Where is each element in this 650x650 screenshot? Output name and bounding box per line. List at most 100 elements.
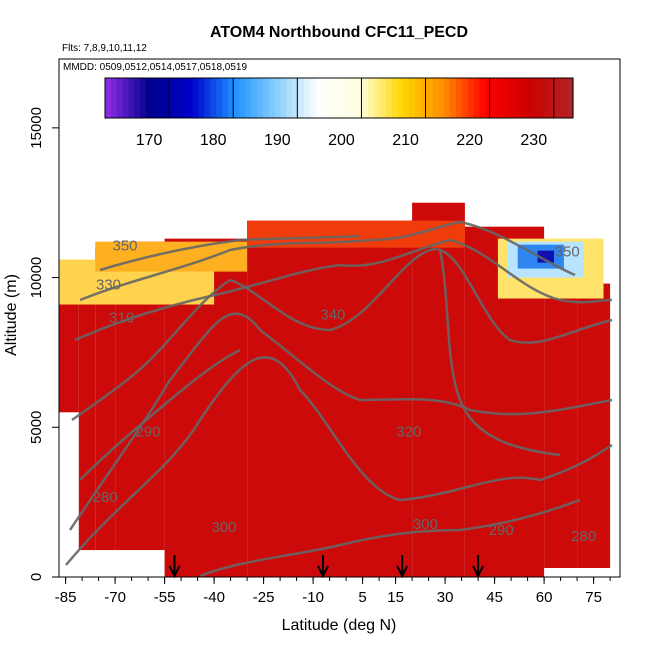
colorbar-cell-74 <box>537 78 545 118</box>
y-axis-label: Altitude (m) <box>3 274 20 356</box>
colorbar-cell-60 <box>456 78 463 118</box>
x-tick-label-10: 60 <box>536 589 553 606</box>
colorbar-cell-77 <box>555 78 562 118</box>
y-tick-label-1: 5000 <box>28 411 45 444</box>
colorbar-cell-41 <box>344 78 352 118</box>
colorbar-cell-3 <box>122 78 129 118</box>
colorbar-cell-29 <box>274 78 282 118</box>
x-axis: -85 -70 -55 -40 -25 -10 5 15 30 45 60 75 <box>55 577 611 606</box>
colorbar-tick-label-3: 200 <box>328 132 355 149</box>
colorbar-cell-9 <box>157 78 165 118</box>
colorbar-cell-70 <box>514 78 521 118</box>
colorbar-cell-30 <box>280 78 287 118</box>
colorbar-cell-33 <box>298 78 305 118</box>
colorbar-cell-45 <box>368 78 375 118</box>
colorbar-cell-72 <box>526 78 533 118</box>
colorbar-cell-65 <box>485 78 492 118</box>
x-tick-label-6: 5 <box>358 589 366 606</box>
theta-label-7: 300 <box>211 519 236 536</box>
flights-subtitle: Flts: 7,8,9,10,11,12 <box>62 43 147 54</box>
colorbar-cell-76 <box>549 78 557 118</box>
colorbar-tick-label-0: 170 <box>136 132 163 149</box>
colorbar-cell-25 <box>251 78 258 118</box>
colorbar-cell-53 <box>415 78 422 118</box>
y-axis: 0 5000 10000 15000 <box>28 107 59 581</box>
colorbar-cell-73 <box>532 78 539 118</box>
theta-label-4: 320 <box>396 423 421 440</box>
colorbar-cell-14 <box>186 78 194 118</box>
dates-subtitle: MMDD: 0509,0512,0514,0517,0518,0519 <box>63 62 247 73</box>
colorbar-cell-46 <box>374 78 381 118</box>
colorbar-cell-24 <box>245 78 252 118</box>
x-tick-label-11: 75 <box>585 589 602 606</box>
y-tick-label-2: 10000 <box>28 257 45 299</box>
colorbar-cell-57 <box>438 78 445 118</box>
sample-arrow-1 <box>317 555 329 579</box>
heat-column-2 <box>95 247 116 551</box>
colorbar-cell-32 <box>292 78 299 118</box>
x-tick-label-7: 15 <box>387 589 404 606</box>
colorbar-cell-28 <box>268 78 276 118</box>
colorbar-cell-54 <box>420 78 428 118</box>
theta-contour-5 <box>99 234 361 272</box>
sample-arrow-3 <box>472 555 484 579</box>
colorbar-cell-58 <box>444 78 451 118</box>
colorbar-cell-42 <box>350 78 358 118</box>
sample-arrows <box>168 555 484 579</box>
colorbar-cell-17 <box>204 78 211 118</box>
colorbar-cell-36 <box>315 78 323 118</box>
chart-title: ATOM4 Northbound CFC11_PECD <box>210 24 468 41</box>
colorbar-cell-59 <box>450 78 457 118</box>
theta-label-3: 340 <box>320 306 345 323</box>
colorbar-cell-18 <box>210 78 217 118</box>
sample-arrow-head-0 <box>168 565 181 579</box>
colorbar-cell-34 <box>303 78 311 118</box>
colorbar-cell-64 <box>479 78 486 118</box>
colorbar-cell-31 <box>286 78 293 118</box>
colorbar-cell-7 <box>145 78 153 118</box>
colorbar-cell-10 <box>163 78 170 118</box>
colorbar-cell-48 <box>385 78 393 118</box>
x-tick-label-0: -85 <box>55 589 77 606</box>
heat-column-9 <box>577 283 611 569</box>
theta-label-9: 290 <box>489 522 514 539</box>
colorbar-cell-71 <box>520 78 527 118</box>
colorbar-cell-67 <box>496 78 504 118</box>
colorbar-cell-69 <box>508 78 516 118</box>
theta-contour-3 <box>74 238 613 342</box>
colorbar-cell-44 <box>362 78 369 118</box>
plot-frame <box>58 58 621 578</box>
theta-contour-8 <box>438 249 561 457</box>
colorbar-cell-4 <box>128 78 135 118</box>
colorbar-cell-11 <box>169 78 176 118</box>
colorbar-tick-label-5: 220 <box>456 132 483 149</box>
x-axis-label: Latitude (deg N) <box>282 617 397 634</box>
theta-contours <box>65 220 613 578</box>
colorbar-cell-61 <box>461 78 469 118</box>
colorbar-cell-26 <box>257 78 264 118</box>
sample-arrow-head-3 <box>472 565 484 579</box>
colorbar-cell-15 <box>192 78 200 118</box>
theta-label-0: 350 <box>112 238 137 255</box>
x-tick-label-8: 30 <box>437 589 454 606</box>
heat-column-0 <box>59 280 79 413</box>
theta-label-10: 280 <box>571 528 596 545</box>
y-tick-label-0: 0 <box>28 573 45 581</box>
colorbar-cell-2 <box>116 78 124 118</box>
colorbar-cell-16 <box>198 78 206 118</box>
colorbar-cell-23 <box>239 78 246 118</box>
theta-label-1: 330 <box>96 277 121 294</box>
colorbar-cell-56 <box>432 78 440 118</box>
colorbar-cell-37 <box>321 78 328 118</box>
colorbar-cell-75 <box>543 78 551 118</box>
colorbar-cell-79 <box>567 78 574 118</box>
colorbar-cell-63 <box>473 78 480 118</box>
x-tick-label-5: -10 <box>302 589 324 606</box>
colorbar-cell-19 <box>216 78 223 118</box>
colorbar-tick-label-2: 190 <box>264 132 291 149</box>
colorbar-cell-8 <box>151 78 159 118</box>
colorbar-cell-51 <box>403 78 410 118</box>
x-tick-label-1: -70 <box>104 589 126 606</box>
theta-contour-1 <box>68 312 613 531</box>
theta-contour-6 <box>79 348 241 481</box>
